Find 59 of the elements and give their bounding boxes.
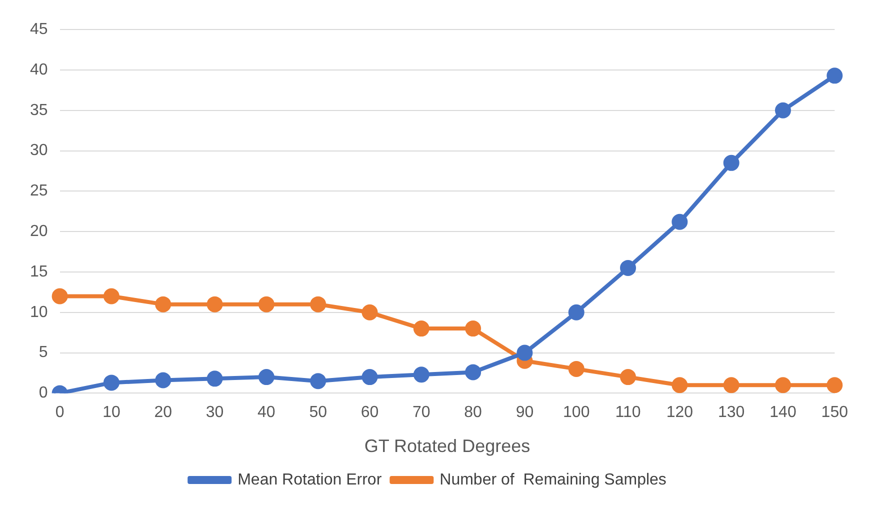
point [362, 304, 378, 320]
point [568, 304, 584, 320]
x-tick-label: 90 [516, 404, 534, 422]
y-tick-label: 30 [30, 142, 48, 160]
point [568, 360, 584, 377]
x-tick-label: 0 [55, 404, 64, 422]
x-tick-label: 60 [360, 404, 379, 422]
point [826, 377, 843, 394]
point [103, 374, 120, 391]
point [206, 370, 223, 387]
y-tick-label: 10 [30, 304, 48, 321]
point [672, 214, 688, 230]
point [465, 364, 482, 380]
x-tick-label: 40 [258, 404, 276, 422]
point [774, 377, 791, 394]
y-tick-label: 25 [30, 182, 48, 200]
y-tick-label: 45 [30, 21, 48, 38]
point [52, 288, 68, 304]
x-tick-label: 50 [309, 404, 328, 422]
point [206, 296, 223, 312]
point [723, 154, 740, 171]
point [826, 68, 843, 84]
x-tick-label: 70 [412, 404, 430, 422]
legend-label: Mean Rotation Error [238, 471, 382, 488]
point [774, 102, 791, 118]
point [620, 260, 636, 276]
y-tick-label: 0 [38, 384, 48, 402]
x-tick-label: 110 [615, 404, 641, 422]
y-tick-label: 15 [30, 263, 48, 280]
legend-label: Number of Remaining Samples [440, 471, 666, 488]
point [516, 344, 533, 361]
point [620, 369, 636, 386]
x-tick-label: 100 [563, 404, 590, 422]
x-tick-label: 30 [206, 404, 224, 422]
y-tick-label: 5 [38, 344, 48, 362]
point [465, 320, 482, 337]
point [103, 288, 120, 304]
point [413, 320, 430, 337]
point [310, 296, 326, 312]
point [258, 296, 274, 312]
x-tick-label: 120 [666, 404, 694, 422]
point [310, 373, 326, 390]
y-tick-label: 40 [30, 61, 48, 78]
x-tick-label: 150 [821, 404, 848, 422]
x-tick-label: 130 [718, 404, 745, 422]
point [155, 296, 172, 312]
x-tick-label: 20 [154, 404, 172, 422]
point [723, 377, 740, 394]
x-tick-label: 80 [464, 404, 482, 422]
x-tick-label: 10 [102, 404, 120, 422]
point [672, 377, 688, 394]
x-tick-label: 140 [770, 404, 796, 422]
y-tick-label: 35 [30, 102, 48, 119]
point [155, 372, 172, 388]
point [258, 369, 274, 386]
y-tick-label: 20 [30, 223, 48, 240]
point [362, 369, 378, 386]
x-axis-title: GT Rotated Degrees [364, 436, 530, 456]
point [413, 366, 430, 383]
